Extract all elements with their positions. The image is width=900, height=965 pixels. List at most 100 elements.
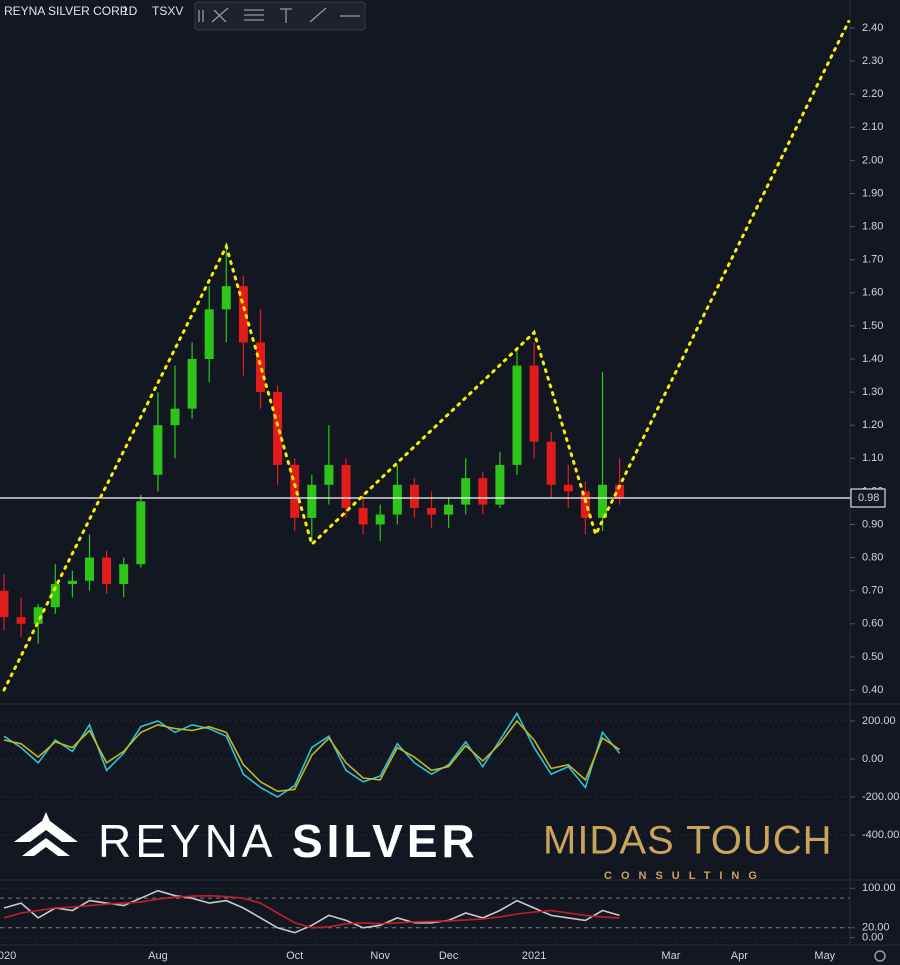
x-tick-label: Oct <box>286 950 303 962</box>
candle-body <box>256 342 265 393</box>
toolbar-tool[interactable] <box>309 7 327 23</box>
y-tick-label: 200.00 <box>862 715 896 727</box>
y-tick-label: 0.90 <box>862 518 883 530</box>
candle-body <box>85 557 94 581</box>
exchange: TSXV <box>152 4 183 18</box>
candle-body <box>16 617 26 624</box>
candle-body <box>358 507 368 525</box>
candle-body <box>427 507 436 515</box>
logo-subtext: CONSULTING <box>604 870 766 882</box>
drawing-toolbar <box>194 1 366 31</box>
logo-icon <box>14 812 78 856</box>
candle-body <box>290 464 300 518</box>
pattern-line <box>2 19 851 692</box>
plot-layer: 0.400.500.600.700.800.901.001.101.201.30… <box>0 19 899 962</box>
y-tick-label: 1.90 <box>862 187 883 199</box>
candle-body <box>238 286 248 343</box>
candle-body <box>512 365 522 465</box>
candle-body <box>0 590 9 618</box>
candle-body <box>33 607 43 624</box>
y-tick-label: 1.50 <box>862 320 883 332</box>
x-tick-label: Nov <box>370 950 390 962</box>
candle-body <box>273 392 283 465</box>
y-tick-label: 0.80 <box>862 551 883 563</box>
y-tick-label: 1.10 <box>862 452 883 464</box>
y-tick-label: 0.50 <box>862 651 883 663</box>
y-tick-label: 1.80 <box>862 220 883 232</box>
candle-body <box>221 286 231 310</box>
candle-body <box>204 309 214 359</box>
price-label-box <box>850 488 886 508</box>
x-tick-label: May <box>814 950 835 962</box>
header: REYNA SILVER CORP 1D TSXV <box>4 4 183 18</box>
candle-body <box>598 484 607 518</box>
y-tick-label: 0.00 <box>862 753 883 765</box>
y-tick-label: 0.70 <box>862 585 883 597</box>
candle-body <box>529 365 539 442</box>
indicator-line <box>3 889 620 934</box>
candle-body <box>563 484 573 492</box>
x-tick-label: Aug <box>148 950 168 962</box>
toolbar-tool[interactable] <box>244 9 264 21</box>
candle-body <box>324 464 334 485</box>
candle-body <box>580 491 590 518</box>
x-tick-label: Mar <box>661 950 680 962</box>
indicator-line <box>3 719 621 793</box>
y-tick-label: 0.40 <box>862 684 883 696</box>
y-tick-label: -200.00 <box>862 791 899 803</box>
y-tick-label: 2.00 <box>862 154 883 166</box>
y-tick-label: -400.00 <box>862 829 899 841</box>
y-tick-label: 1.30 <box>862 386 883 398</box>
candle-body <box>102 557 112 585</box>
x-tick-label: Apr <box>731 950 748 962</box>
interval: 1D <box>122 4 138 18</box>
y-tick-label: 0.00 <box>862 932 883 944</box>
midas-logo: MIDAS TOUCH CONSULTING <box>543 819 833 882</box>
indicator-line <box>3 894 620 929</box>
gear[interactable] <box>874 950 886 962</box>
settings-icon[interactable] <box>874 950 886 962</box>
candle-body <box>546 441 556 485</box>
candle-body <box>119 564 129 585</box>
y-tick-label: 2.30 <box>862 55 883 67</box>
candle-body <box>67 580 77 585</box>
y-tick-label: 20.00 <box>862 922 890 934</box>
y-tick-label: 2.20 <box>862 88 883 100</box>
candle-body <box>341 464 351 508</box>
candle-body <box>153 425 163 475</box>
candle-body <box>307 484 317 518</box>
x-tick-label: 2021 <box>522 950 546 962</box>
logo-text-light: REYNA <box>98 815 276 867</box>
toolbar-box <box>194 1 366 31</box>
x-tick-label: 2020 <box>0 950 16 962</box>
y-tick-label: 2.40 <box>862 22 883 34</box>
y-tick-label: 100.00 <box>862 882 896 894</box>
candle-body <box>392 484 402 515</box>
toolbar-tool[interactable] <box>280 8 292 23</box>
candle-body <box>478 478 488 505</box>
y-tick-label: 2.10 <box>862 121 883 133</box>
symbol: REYNA SILVER CORP <box>4 4 128 18</box>
y-tick-label: 0.60 <box>862 618 883 630</box>
candle-body <box>615 484 625 498</box>
candle-body <box>187 358 197 409</box>
candle-body <box>375 514 385 525</box>
toolbar-tool[interactable] <box>211 7 229 23</box>
candle-body <box>444 504 454 515</box>
y-tick-label: 1.70 <box>862 254 883 266</box>
candle-body <box>170 408 180 426</box>
candle-body <box>495 464 505 505</box>
y-tick-label: 1.40 <box>862 353 883 365</box>
candle-body <box>409 484 419 508</box>
toolbar-grip <box>198 10 204 22</box>
logo-text: MIDAS TOUCH <box>543 819 833 863</box>
y-tick-label: 1.60 <box>862 287 883 299</box>
price-label: 0.98 <box>858 492 879 504</box>
x-tick-label: Dec <box>439 950 459 962</box>
reyna-logo: REYNA SILVER <box>14 812 479 867</box>
y-tick-label: 1.20 <box>862 419 883 431</box>
candle-body <box>50 584 60 608</box>
logo-text-bold: SILVER <box>292 815 479 867</box>
